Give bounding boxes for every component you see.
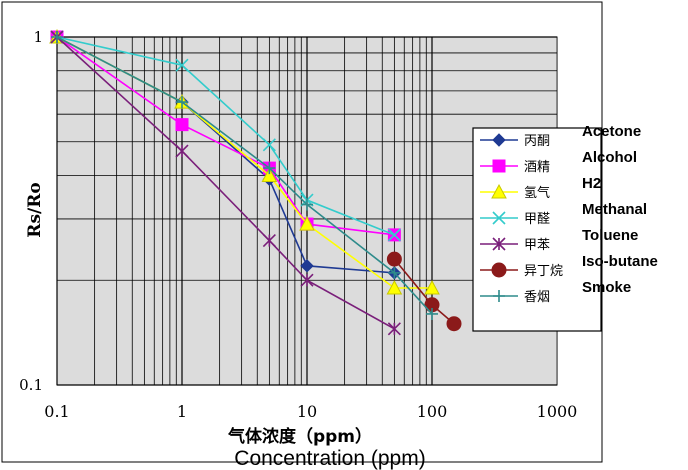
legend-marker xyxy=(492,133,506,147)
series-iso-butane xyxy=(386,251,462,332)
legend-marker xyxy=(493,290,505,302)
data-point xyxy=(300,273,314,287)
data-point xyxy=(176,96,188,109)
series-toluene xyxy=(50,30,401,336)
legend-label: 香烟 xyxy=(524,290,550,305)
legend-marker xyxy=(492,211,506,225)
x-tick-label: 1 xyxy=(177,402,187,421)
legend: 丙酮 Acetone 酒精 Alcohol 氢气 H2 甲醛 Methanal 甲苯 Toluen… xyxy=(480,123,658,305)
data-point xyxy=(175,118,189,132)
legend-label: 甲醛 xyxy=(524,211,550,227)
series-layer xyxy=(49,28,462,336)
data-point xyxy=(262,234,276,248)
legend-label: 酒精 xyxy=(524,160,550,175)
y-tick-labels: 1 0.1 xyxy=(19,28,43,394)
legend-label-english: Methanal xyxy=(582,201,647,218)
x-tick-label: 1000 xyxy=(537,402,578,421)
data-point xyxy=(387,322,401,336)
legend-label-english: Alcohol xyxy=(582,149,637,166)
data-point xyxy=(386,251,402,267)
data-point xyxy=(263,162,276,175)
data-point xyxy=(175,144,189,158)
legend-item: 香烟 Smoke xyxy=(480,279,631,305)
data-point xyxy=(301,198,313,211)
y-tick-label: 1 xyxy=(33,28,43,46)
data-point xyxy=(261,167,278,182)
data-point xyxy=(51,31,63,43)
legend-label: 丙酮 xyxy=(524,134,550,149)
data-point xyxy=(387,228,401,242)
legend-marker xyxy=(492,159,506,173)
legend-label-english: Toluene xyxy=(582,227,638,244)
data-point xyxy=(424,279,440,295)
x-axis-label: 气体浓度（ppm） xyxy=(227,426,372,447)
data-point xyxy=(175,58,189,72)
data-point xyxy=(426,307,438,320)
data-point xyxy=(386,279,403,295)
legend-marker xyxy=(491,183,507,199)
series-line xyxy=(56,36,433,315)
legend-label-english: Acetone xyxy=(582,123,641,140)
x-tick-label: 100 xyxy=(417,402,448,421)
x-tick-label: 10 xyxy=(297,402,317,421)
legend-item: 异丁烷 Iso-butane xyxy=(480,253,658,279)
legend-item: 甲醛 Methanal xyxy=(480,201,647,227)
x-tick-label: 0.1 xyxy=(44,402,69,421)
legend-label: 甲苯 xyxy=(524,238,550,253)
data-point xyxy=(262,138,276,152)
legend-item: 丙酮 Acetone xyxy=(480,123,641,149)
legend-label: 氢气 xyxy=(524,185,550,201)
legend-item: 甲苯 Toluene xyxy=(480,227,638,253)
data-point xyxy=(388,266,401,279)
legend-marker xyxy=(491,262,507,278)
data-point xyxy=(300,259,314,273)
x-tick-labels: 0.1 1 10 100 1000 xyxy=(44,402,577,421)
legend-label-english: H2 xyxy=(582,175,601,192)
x-axis-label-english: Concentration (ppm) xyxy=(234,447,425,470)
legend-label-english: Iso-butane xyxy=(582,253,658,270)
data-point xyxy=(446,316,462,332)
legend-label-english: Smoke xyxy=(582,279,631,296)
series-smoke xyxy=(51,31,438,320)
data-point xyxy=(299,216,315,231)
legend-marker xyxy=(492,237,506,251)
y-tick-label: 0.1 xyxy=(19,376,43,394)
legend-item: 酒精 Alcohol xyxy=(480,149,637,175)
legend-item: 氢气 H2 xyxy=(480,175,601,201)
legend-label: 异丁烷 xyxy=(524,264,563,279)
y-axis-label: Rs/Ro xyxy=(25,182,45,237)
